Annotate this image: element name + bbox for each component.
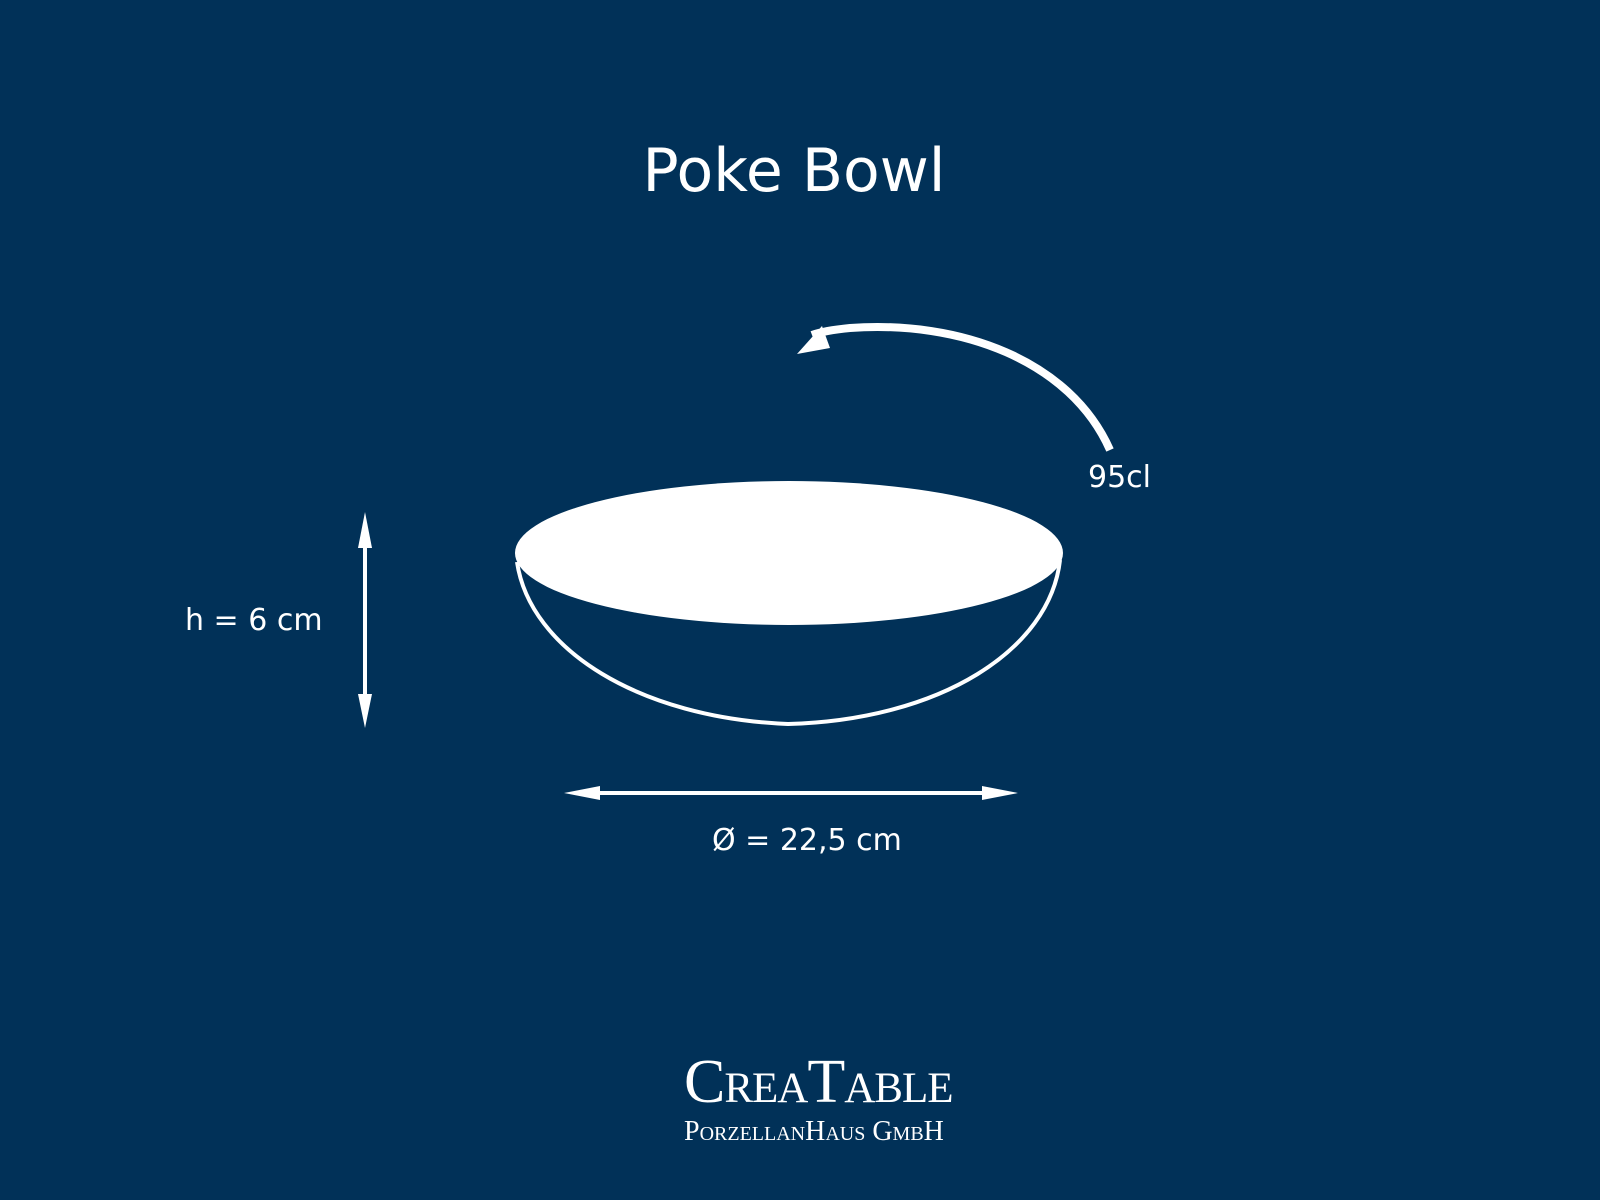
height-arrow [358,512,372,728]
logo-line1: CreaTable [684,1048,953,1116]
bowl-rim [515,481,1063,625]
brand-logo: CreaTable PorzellanHaus GmbH [684,1050,953,1148]
page-title: Poke Bowl [642,136,946,206]
bowl-drawing [515,481,1063,727]
height-label: h = 6 cm [185,603,323,638]
bowl-body-outline [515,559,1062,727]
diameter-arrow [564,786,1018,800]
volume-label: 95cl [1088,460,1152,495]
logo-line2: PorzellanHaus GmbH [684,1116,944,1147]
diameter-label: Ø = 22,5 cm [712,823,902,858]
volume-arrow [797,323,1114,452]
